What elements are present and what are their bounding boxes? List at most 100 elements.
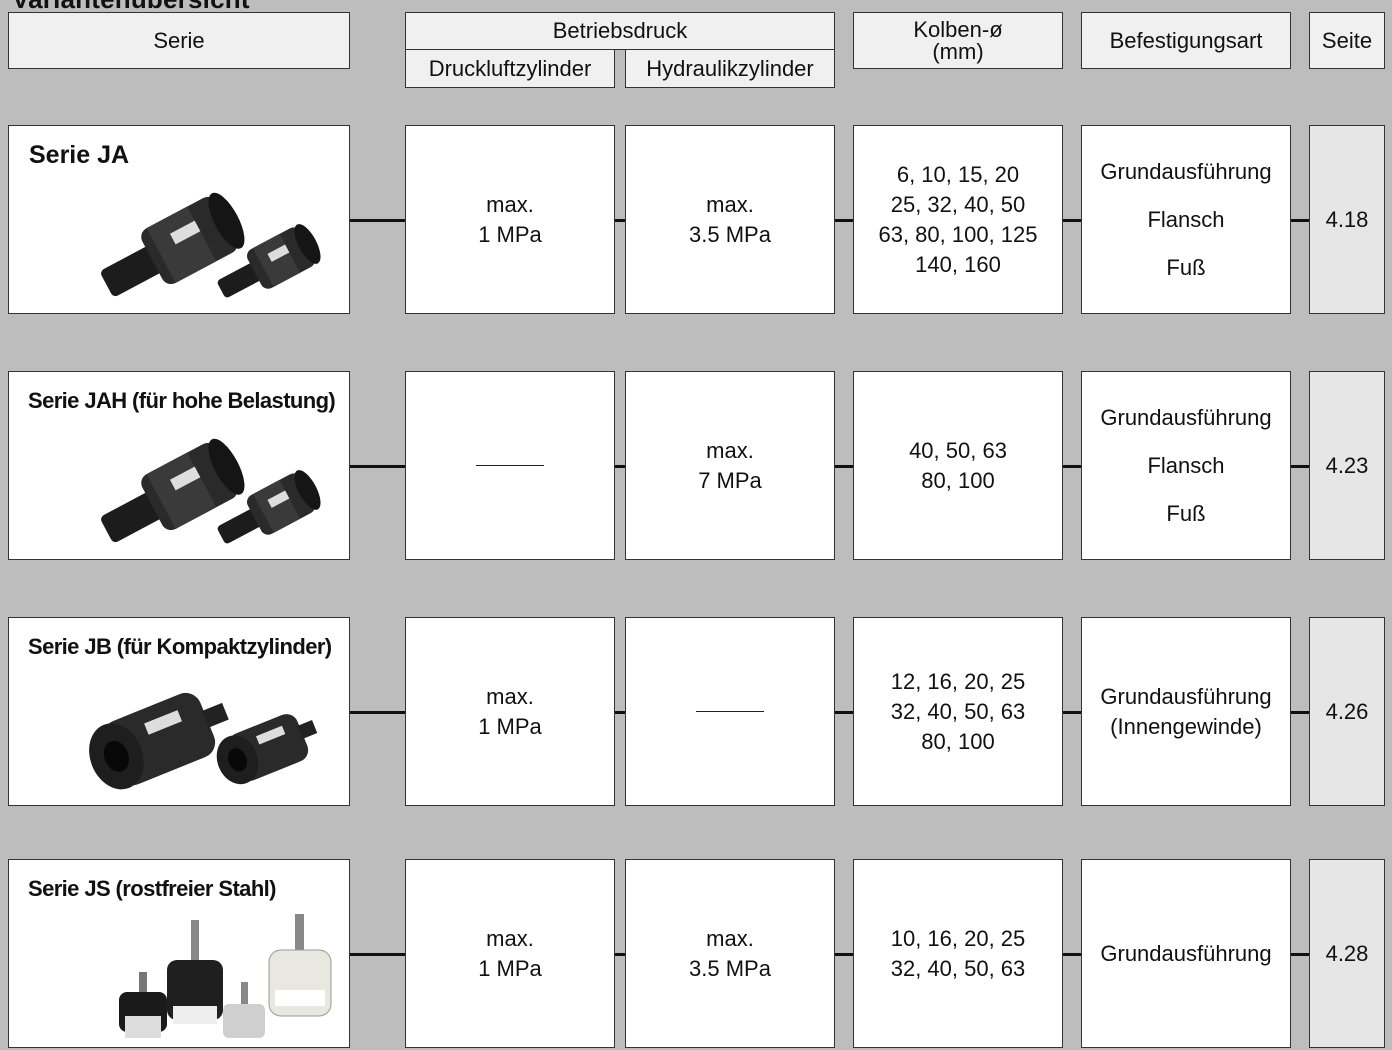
connector-line	[350, 953, 405, 956]
druckluft-value-stack: max. 1 MPa	[478, 682, 542, 742]
hydraulik-value-line: max.	[706, 191, 754, 217]
header-hydraulikzylinder: Hydraulikzylinder	[625, 49, 835, 88]
connector-line	[1291, 711, 1309, 714]
connector-line	[835, 219, 853, 222]
befestigung-value-line: Fuß	[1166, 254, 1206, 280]
befestigung-value-line: (Innengewinde)	[1110, 713, 1262, 739]
connector-line	[1063, 465, 1081, 468]
header-betriebsdruck: Betriebsdruck	[405, 12, 835, 50]
connector-line	[615, 465, 625, 468]
hydraulik-value-stack: max. 3.5 MPa	[689, 924, 771, 984]
connector-line	[1291, 465, 1309, 468]
connector-line	[1291, 953, 1309, 956]
kolben-value-stack: 6, 10, 15, 20 25, 32, 40, 50 63, 80, 100, …	[878, 160, 1037, 280]
header-druckluftzylinder: Druckluftzylinder	[405, 49, 615, 88]
cylinder-pair-photo	[69, 174, 329, 312]
series-cell: Serie JS (rostfreier Stahl)	[8, 859, 350, 1048]
page-title: Variantenübersicht	[12, 0, 250, 15]
druckluft-value-line: 1 MPa	[478, 955, 542, 981]
befestigung-cell: Grundausführung Flansch Fuß	[1081, 125, 1291, 314]
kolben-cell: 40, 50, 63 80, 100	[853, 371, 1063, 560]
befestigung-value-line: Grundausführung	[1100, 683, 1272, 709]
druckluft-value-line: max.	[486, 191, 534, 217]
kolben-value-line: 32, 40, 50, 63	[890, 698, 1026, 724]
hydraulik-value-line: 7 MPa	[698, 467, 762, 493]
series-name: Serie JA	[29, 141, 130, 169]
kolben-value-stack: 40, 50, 63 80, 100	[909, 436, 1007, 496]
series-name: Serie JB (für Kompaktzylinder)	[28, 634, 332, 659]
header-kolben-label: Kolben-ø	[913, 16, 1003, 42]
seite-cell: 4.26	[1309, 617, 1385, 806]
header-kolben: Kolben-ø (mm)	[853, 12, 1063, 69]
hydraulik-cell: max. 7 MPa	[625, 371, 835, 560]
series-cell: Serie JAH (für hohe Belastung)	[8, 371, 350, 560]
connector-line	[350, 465, 405, 468]
stainless-cylinder-photo	[89, 912, 349, 1050]
seite-cell: 4.18	[1309, 125, 1385, 314]
hydraulik-value-line: 3.5 MPa	[689, 955, 771, 981]
connector-line	[350, 711, 405, 714]
hydraulik-value-line: max.	[706, 925, 754, 951]
seite-cell: 4.23	[1309, 371, 1385, 560]
druckluft-value-stack: max. 1 MPa	[478, 924, 542, 984]
page-reference: 4.23	[1325, 452, 1369, 478]
hydraulik-cell: max. 3.5 MPa	[625, 859, 835, 1048]
kolben-cell: 6, 10, 15, 20 25, 32, 40, 50 63, 80, 100, …	[853, 125, 1063, 314]
connector-line	[350, 219, 405, 222]
header-kolben-unit: (mm)	[932, 38, 984, 64]
druckluft-value-line: 1 MPa	[478, 221, 542, 247]
kolben-value-line: 25, 32, 40, 50	[890, 191, 1026, 217]
series-name: Serie JAH (für hohe Belastung)	[28, 388, 336, 413]
befestigung-value-line: Grundausführung	[1100, 940, 1272, 966]
hydraulik-value-line: 3.5 MPa	[689, 221, 771, 247]
befestigung-value-stack: Grundausführung Flansch Fuß	[1100, 148, 1271, 292]
not-available-dash	[696, 711, 764, 712]
druckluft-cell	[405, 371, 615, 560]
kolben-value-line: 80, 100	[921, 467, 995, 493]
befestigung-value-line: Grundausführung	[1100, 404, 1272, 430]
druckluft-value-line: 1 MPa	[478, 713, 542, 739]
header-serie: Serie	[8, 12, 350, 69]
befestigung-value-line: Grundausführung	[1100, 158, 1272, 184]
kolben-value-line: 63, 80, 100, 125	[878, 221, 1038, 247]
header-befestigungsart: Befestigungsart	[1081, 12, 1291, 69]
series-cell: Serie JB (für Kompaktzylinder)	[8, 617, 350, 806]
connector-line	[1063, 953, 1081, 956]
befestigung-cell: Grundausführung (Innengewinde)	[1081, 617, 1291, 806]
kolben-value-line: 140, 160	[915, 251, 1001, 277]
hydraulik-cell: max. 3.5 MPa	[625, 125, 835, 314]
page-reference: 4.26	[1325, 698, 1369, 724]
compact-cylinder-photo	[69, 666, 329, 804]
hydraulik-value-stack: max. 3.5 MPa	[689, 190, 771, 250]
connector-line	[835, 465, 853, 468]
druckluft-value-line: max.	[486, 925, 534, 951]
not-available-dash	[476, 465, 544, 466]
befestigung-value-stack: Grundausführung Flansch Fuß	[1100, 394, 1271, 538]
kolben-value-line: 40, 50, 63	[909, 437, 1007, 463]
connector-line	[835, 711, 853, 714]
druckluft-cell: max. 1 MPa	[405, 617, 615, 806]
hydraulik-value-stack: max. 7 MPa	[698, 436, 762, 496]
hydraulik-cell	[625, 617, 835, 806]
connector-line	[1291, 219, 1309, 222]
kolben-value-line: 80, 100	[921, 728, 995, 754]
connector-line	[1063, 711, 1081, 714]
kolben-cell: 12, 16, 20, 25 32, 40, 50, 63 80, 100	[853, 617, 1063, 806]
kolben-value-stack: 12, 16, 20, 25 32, 40, 50, 63 80, 100	[891, 667, 1026, 757]
header-seite: Seite	[1309, 12, 1385, 69]
connector-line	[1063, 219, 1081, 222]
kolben-value-line: 32, 40, 50, 63	[890, 955, 1026, 981]
befestigung-value-line: Fuß	[1166, 500, 1206, 526]
druckluft-cell: max. 1 MPa	[405, 125, 615, 314]
hydraulik-value-line: max.	[706, 437, 754, 463]
druckluft-value-stack: max. 1 MPa	[478, 190, 542, 250]
kolben-value-line: 10, 16, 20, 25	[890, 925, 1026, 951]
befestigung-value-line: Flansch	[1147, 206, 1225, 232]
connector-line	[835, 953, 853, 956]
kolben-cell: 10, 16, 20, 25 32, 40, 50, 63	[853, 859, 1063, 1048]
connector-line	[615, 219, 625, 222]
seite-cell: 4.28	[1309, 859, 1385, 1048]
befestigung-value-line: Flansch	[1147, 452, 1225, 478]
kolben-value-line: 12, 16, 20, 25	[890, 668, 1026, 694]
befestigung-cell: Grundausführung Flansch Fuß	[1081, 371, 1291, 560]
